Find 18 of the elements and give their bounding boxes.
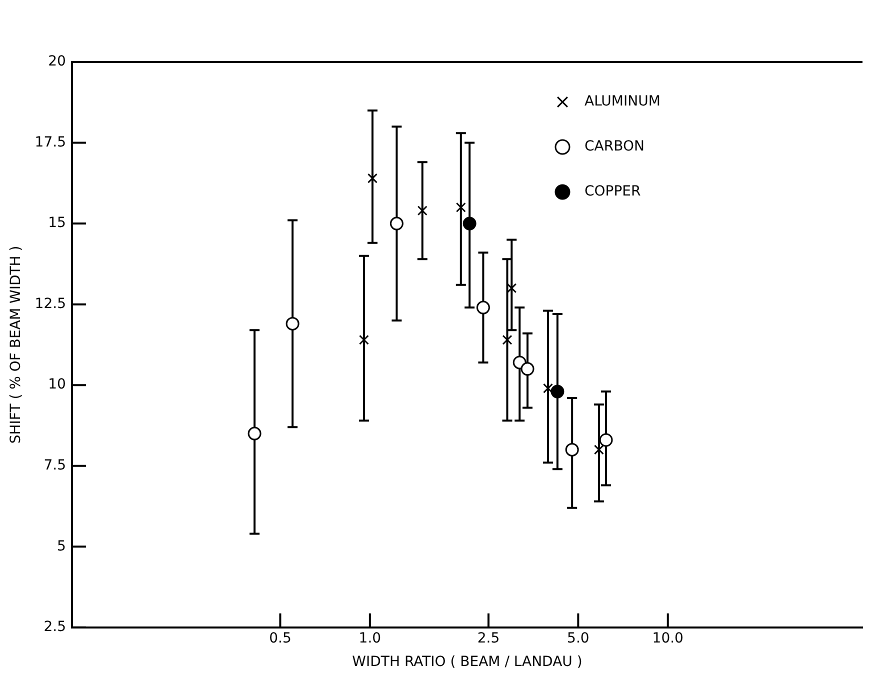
- y-tick-label: 5: [57, 538, 66, 554]
- x-tick-label: 2.5: [477, 630, 500, 646]
- legend-label: CARBON: [584, 138, 644, 155]
- x-axis-title: WIDTH RATIO ( BEAM / LANDAU ): [352, 654, 582, 670]
- y-tick-label: 10: [48, 376, 66, 393]
- x-tick-label: 10.0: [652, 630, 684, 646]
- legend-label: COPPER: [584, 184, 642, 200]
- x-tick-label: 1.0: [358, 630, 382, 646]
- y-tick-label: 2.5: [44, 619, 66, 636]
- y-tick-label: 12.5: [34, 296, 66, 312]
- y-tick-label: 15: [48, 215, 66, 232]
- y-axis-title: SHIFT ( % OF BEAM WIDTH ): [8, 246, 24, 444]
- y-tick-label: 20: [48, 54, 66, 70]
- x-tick-label: 0.5: [269, 630, 292, 646]
- x-tick-label: 5.0: [567, 630, 590, 646]
- y-tick-label: 7.5: [44, 458, 66, 474]
- y-tick-label: 17.5: [34, 134, 66, 150]
- legend-label: ALUMINUM: [584, 94, 660, 110]
